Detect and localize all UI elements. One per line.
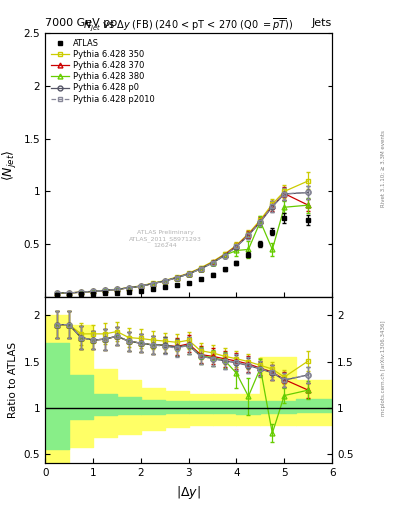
Title: $N_{jet}$ vs $\Delta y$ (FB) (240 < pT < 270 (Q0 $=\overline{pT}$)): $N_{jet}$ vs $\Delta y$ (FB) (240 < pT <…: [83, 16, 294, 33]
Text: 7000 GeV pp: 7000 GeV pp: [45, 18, 118, 28]
Text: Rivet 3.1.10; ≥ 3.3M events: Rivet 3.1.10; ≥ 3.3M events: [381, 131, 386, 207]
Text: mcplots.cern.ch [arXiv:1306.3436]: mcplots.cern.ch [arXiv:1306.3436]: [381, 321, 386, 416]
Legend: ATLAS, Pythia 6.428 350, Pythia 6.428 370, Pythia 6.428 380, Pythia 6.428 p0, Py: ATLAS, Pythia 6.428 350, Pythia 6.428 37…: [50, 37, 156, 105]
Y-axis label: Ratio to ATLAS: Ratio to ATLAS: [8, 342, 18, 418]
Text: ATLAS Preliminary
ATLAS_2011_S8971293
126244: ATLAS Preliminary ATLAS_2011_S8971293 12…: [129, 230, 202, 247]
Y-axis label: $\langle N_{jet}\rangle$: $\langle N_{jet}\rangle$: [1, 150, 19, 181]
X-axis label: $|\Delta y|$: $|\Delta y|$: [176, 484, 201, 501]
Text: Jets: Jets: [312, 18, 332, 28]
